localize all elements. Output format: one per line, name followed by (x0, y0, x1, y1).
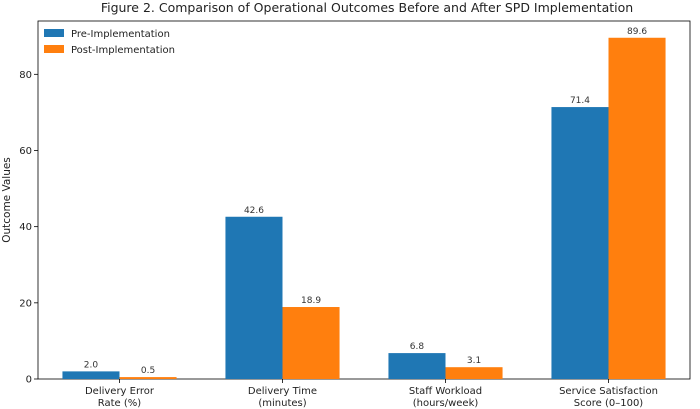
legend: Pre-Implementation Post-Implementation (44, 29, 175, 56)
legend-label: Post-Implementation (71, 45, 175, 56)
data-label: 42.6 (244, 206, 264, 216)
x-tick-label: Delivery Error Rate (%) (85, 386, 155, 409)
legend-swatch (44, 45, 64, 53)
legend-swatch (44, 29, 64, 37)
y-tick-label: 40 (19, 222, 32, 233)
bar-post (608, 37, 666, 379)
bar-pre (551, 107, 609, 380)
bar-pre (388, 353, 446, 379)
x-tick-label: Service Satisfaction Score (0–100) (559, 386, 658, 409)
data-label: 18.9 (301, 296, 321, 306)
y-tick-label: 80 (19, 70, 32, 81)
x-tick-label: Staff Workload (hours/week) (409, 386, 482, 409)
y-tick-label: 0 (26, 375, 32, 386)
plot-area: 0 20 40 60 80 Delivery Error Rate (%) 2.0 0.5 Del… (19, 20, 691, 409)
bar-pre (62, 371, 120, 379)
data-label: 3.1 (467, 356, 481, 366)
chart-title: Figure 2. Comparison of Operational Outc… (101, 0, 633, 15)
bar-post (282, 307, 340, 379)
data-label: 0.5 (141, 366, 155, 376)
data-label: 89.6 (627, 27, 647, 37)
data-label: 71.4 (570, 96, 590, 106)
y-axis-label: Outcome Values (1, 157, 13, 243)
y-tick-label: 60 (19, 146, 32, 157)
data-label: 2.0 (84, 360, 99, 370)
plot-frame (37, 20, 691, 380)
bar-post (119, 377, 177, 379)
bar-post (445, 367, 503, 379)
data-label: 6.8 (410, 342, 425, 352)
y-tick-label: 20 (19, 298, 32, 309)
legend-label: Pre-Implementation (71, 29, 170, 40)
x-tick-label: Delivery Time (minutes) (248, 386, 317, 409)
bar-pre (225, 216, 283, 379)
